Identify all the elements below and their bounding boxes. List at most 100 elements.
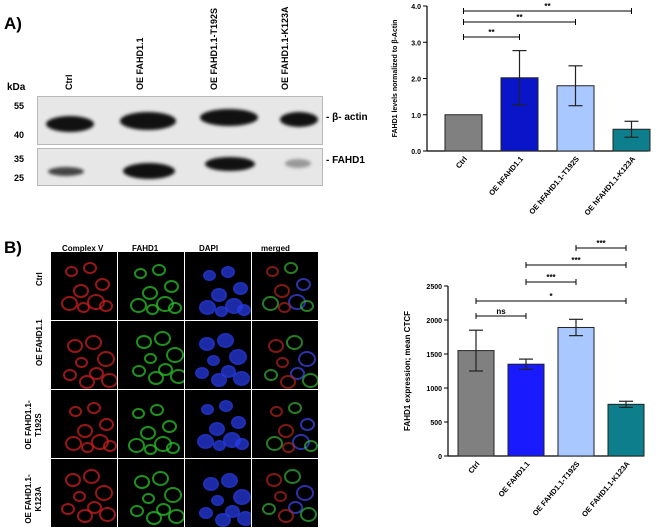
x-tick-label: OE FAHD1.1-K123A — [580, 459, 632, 519]
cell-blob — [142, 493, 155, 504]
cell-blob — [99, 507, 116, 522]
cell-blob — [77, 302, 90, 313]
cell-blob — [132, 408, 145, 419]
cell-blob — [215, 306, 228, 317]
row-label-oe-fahd1: OE FAHD1.1 — [35, 319, 44, 366]
y-tick-label: 500 — [430, 420, 442, 427]
micrograph-cell — [252, 459, 318, 527]
x-tick-label: OE hFAHD1.1-K123A — [582, 154, 637, 217]
y-tick-label: 1000 — [426, 386, 442, 393]
cell-blob — [156, 503, 171, 516]
micrograph-cell — [118, 252, 184, 320]
y-tick-label: 2500 — [426, 284, 442, 291]
cell-blob — [166, 442, 180, 454]
cell-blob — [296, 485, 314, 501]
micrograph-cell — [252, 252, 318, 320]
actin-band-oe-k123a — [280, 112, 318, 127]
cell-blob — [65, 436, 82, 451]
y-tick-label: 0 — [438, 454, 442, 461]
col-label-dapi: DAPI — [199, 244, 219, 253]
bar — [444, 114, 483, 152]
fahd1-band-ctrl — [48, 167, 84, 176]
fahd1-band-oe-k123a — [285, 159, 311, 168]
cell-blob — [61, 503, 75, 515]
lane-label-oe-t192s: OE FAHD1.1-T192S — [209, 7, 219, 90]
x-tick-label: Ctrl — [466, 460, 481, 476]
chart-a-plot: 0.0 1.0 2.0 3.0 4.0 FAHD1 levels normalized t… — [392, 2, 651, 217]
cell-blob — [77, 424, 93, 438]
row-label-oe-k123a: OE FAHD1.1-K123A — [24, 474, 43, 524]
cell-blob — [209, 422, 225, 436]
cell-blob — [237, 304, 251, 316]
cell-blob — [87, 402, 101, 414]
cell-blob — [89, 367, 104, 380]
band-label-fahd1: - FAHD1 — [326, 155, 365, 166]
cell-blob — [166, 347, 184, 363]
cell-blob — [203, 270, 216, 281]
cell-blob — [199, 300, 216, 315]
cell-blob — [164, 487, 182, 503]
cell-blob — [284, 469, 301, 484]
panel-a-letter: A) — [4, 14, 22, 33]
cell-blob — [201, 404, 214, 415]
cell-blob — [199, 507, 213, 519]
cell-blob — [83, 469, 100, 484]
cell-blob — [274, 284, 290, 298]
cell-blob — [81, 442, 94, 453]
cell-blob — [87, 501, 102, 514]
cell-blob — [103, 440, 117, 452]
cell-blob — [278, 509, 294, 523]
cell-blob — [164, 280, 179, 293]
lane-label-oe-k123a-text: OE FAHD1.1-K123A — [280, 6, 290, 90]
cell-blob — [83, 262, 97, 274]
micrograph-cell — [51, 252, 117, 320]
micrograph-cell — [51, 459, 117, 527]
marker-40: 40 — [14, 130, 25, 140]
micrograph-cell — [118, 390, 184, 458]
cell-blob — [219, 400, 233, 412]
y-axis-label: FAHD1 expression; mean CTCF — [403, 311, 412, 431]
cell-blob — [262, 503, 276, 515]
cell-blob — [221, 473, 238, 488]
cell-blob — [73, 284, 89, 298]
cell-blob — [144, 444, 157, 455]
fahd1-band-oe-fahd1 — [123, 163, 175, 179]
cell-blob — [170, 369, 184, 384]
cell-blob — [134, 475, 150, 489]
actin-band-oe-fahd1 — [120, 112, 176, 130]
cell-blob — [262, 296, 279, 311]
cell-blob — [298, 351, 316, 367]
cell-blob — [79, 375, 95, 389]
cell-blob — [73, 491, 86, 502]
cell-blob — [211, 288, 227, 302]
cell-blob — [237, 511, 251, 526]
cell-blob — [128, 438, 145, 453]
cell-blob — [274, 491, 287, 502]
chart-a: 0.0 1.0 2.0 3.0 4.0 FAHD1 levels normalized t… — [392, 2, 651, 217]
cell-blob — [146, 304, 159, 315]
sig-label: ** — [488, 28, 495, 37]
cell-blob — [233, 282, 248, 295]
cell-blob — [300, 300, 314, 312]
cell-blob — [280, 375, 296, 389]
cell-blob — [278, 424, 294, 438]
cell-blob — [286, 335, 303, 350]
cell-blob — [99, 418, 114, 431]
micrograph-cell — [118, 459, 184, 527]
micrograph-cell — [252, 321, 318, 389]
y-tick-label: 4.0 — [411, 4, 421, 11]
cell-blob — [203, 477, 219, 491]
chart-b: 0 500 1000 1500 2000 2500 FAHD1 expression; me… — [403, 240, 645, 519]
cell-blob — [211, 495, 224, 506]
micrograph-cell — [51, 390, 117, 458]
y-tick-label: 3.0 — [411, 40, 421, 47]
cell-blob — [150, 404, 164, 416]
cell-blob — [302, 373, 318, 388]
cell-blob — [231, 416, 246, 429]
actin-band-ctrl — [46, 116, 94, 132]
chart-b-plot: 0 500 1000 1500 2000 2500 FAHD1 expression; me… — [403, 240, 645, 519]
cell-blob — [266, 473, 282, 487]
cell-blob — [296, 278, 311, 291]
cell-blob — [99, 300, 113, 312]
microscopy-grid — [51, 252, 320, 529]
